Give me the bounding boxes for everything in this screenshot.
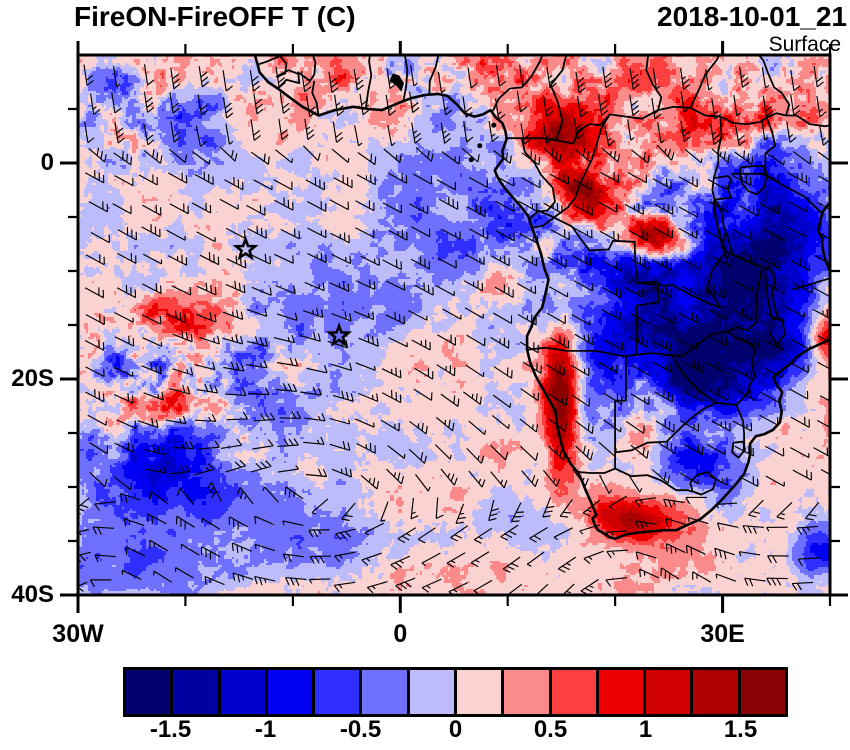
colorbar-tick-label: -1	[254, 716, 277, 743]
y-tick-label: 40S	[11, 581, 54, 608]
colorbar-tick-label: 0	[448, 716, 463, 743]
x-tick-label: 30W	[52, 620, 104, 648]
colorbar-cell	[362, 670, 407, 714]
colorbar-tick-label: -0.5	[339, 716, 382, 743]
x-tick-label: 0	[393, 620, 408, 648]
colorbar-cell	[315, 670, 360, 714]
colorbar-cell	[693, 670, 738, 714]
colorbar-cell	[740, 670, 785, 714]
temperature-field-canvas	[78, 55, 830, 595]
colorbar-tick-label: 1	[638, 716, 653, 743]
datetime-label: 2018-10-01_21	[657, 1, 847, 32]
colorbar	[123, 667, 788, 717]
colorbar-cell	[551, 670, 596, 714]
colorbar-cell	[598, 670, 644, 714]
colorbar-cell	[126, 670, 171, 714]
colorbar-cell	[409, 670, 454, 714]
colorbar-cell	[646, 670, 691, 714]
colorbar-cell	[267, 670, 313, 714]
colorbar-cell	[173, 670, 218, 714]
colorbar-tick-label: 0.5	[533, 716, 568, 743]
colorbar-cell	[504, 670, 549, 714]
y-tick-label: 20S	[11, 365, 54, 392]
level-label: Surface	[768, 33, 841, 56]
colorbar-cell	[220, 670, 265, 714]
plot-title: FireON-FireOFF T (C)	[74, 1, 356, 32]
colorbar-cell	[456, 670, 502, 714]
colorbar-tick-label: 1.5	[723, 716, 758, 743]
x-tick-label: 30E	[700, 620, 745, 648]
colorbar-tick-label: -1.5	[149, 716, 192, 743]
y-tick-label: 0	[40, 149, 54, 176]
